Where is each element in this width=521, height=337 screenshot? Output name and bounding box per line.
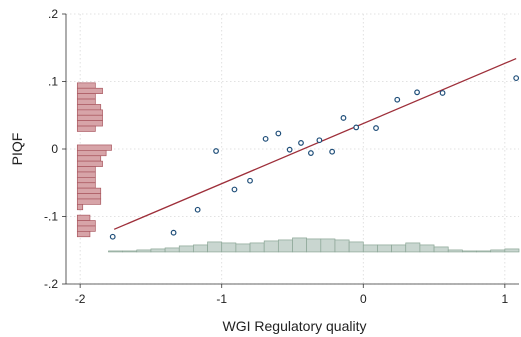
fit-line — [113, 57, 517, 230]
y-tick-label: .2 — [48, 7, 58, 21]
x-marginal-histogram — [108, 237, 520, 253]
x-histogram-bar — [292, 237, 308, 253]
scatter-point — [394, 96, 401, 103]
x-histogram-bar — [490, 249, 506, 253]
x-histogram-bar — [334, 239, 350, 253]
y-histogram-bar — [76, 150, 107, 157]
x-tick-label: -1 — [216, 292, 227, 306]
tick-labels: -.2 -.1 0 .1 .2 -2 -1 0 1 — [44, 7, 509, 306]
scatter-point — [247, 177, 253, 184]
x-histogram-bar — [362, 244, 378, 253]
x-histogram-bar — [391, 244, 407, 253]
y-marginal-histogram — [76, 82, 112, 238]
scatter-point — [275, 130, 282, 137]
y-histogram-bar — [76, 182, 96, 189]
scatter-point — [194, 206, 201, 213]
y-histogram-bar — [76, 187, 102, 194]
y-histogram-bar — [76, 220, 96, 227]
scatter-point — [109, 233, 116, 240]
y-histogram-bar — [76, 177, 96, 184]
y-tick-label: 0 — [51, 142, 58, 156]
x-histogram-bar — [122, 250, 138, 253]
y-histogram-bar — [76, 166, 96, 173]
y-tick-label: -.2 — [44, 277, 58, 291]
x-histogram-bar — [504, 248, 520, 253]
x-histogram-bar — [249, 242, 265, 253]
y-histogram-bar — [76, 160, 103, 167]
x-tick-label: 0 — [360, 292, 367, 306]
y-histogram-bar — [76, 82, 96, 89]
scatter-point — [286, 146, 293, 153]
y-histogram-bar — [76, 193, 102, 200]
y-tick-label: -.1 — [44, 210, 58, 224]
y-histogram-bar — [76, 231, 91, 238]
y-histogram-bar — [76, 120, 103, 127]
scatter-point — [213, 148, 219, 154]
y-histogram-bar — [76, 225, 96, 232]
x-histogram-bar — [476, 250, 492, 253]
scatter-point — [298, 140, 304, 146]
y-histogram-bar — [76, 125, 96, 132]
y-histogram-bar — [76, 114, 103, 122]
x-axis-title: WGI Regulatory quality — [223, 318, 367, 334]
y-histogram-bar — [76, 144, 112, 151]
x-histogram-bar — [306, 238, 322, 253]
scatter-point — [353, 124, 360, 131]
y-histogram-bar — [76, 155, 102, 162]
fit-line-group — [113, 57, 517, 230]
y-tick-label: .1 — [48, 75, 58, 89]
x-histogram-bar — [462, 250, 477, 253]
x-histogram-bar — [348, 241, 364, 253]
x-histogram-bar — [419, 244, 435, 253]
x-tick-label: 1 — [502, 292, 509, 306]
y-histogram-bar — [76, 104, 102, 111]
x-histogram-bar — [193, 244, 208, 253]
scatter-point — [231, 186, 238, 193]
y-histogram-bar — [76, 87, 103, 95]
scatter-point — [513, 75, 520, 82]
x-histogram-bar — [207, 241, 223, 253]
y-histogram-bar — [76, 98, 96, 105]
y-histogram-bar — [76, 109, 103, 116]
y-histogram-bar — [76, 214, 91, 221]
scatter-point — [373, 125, 379, 131]
y-axis-title: PIQF — [9, 133, 25, 166]
x-histogram-bar — [377, 244, 392, 253]
x-histogram-bar — [277, 239, 293, 253]
x-histogram-bar — [108, 250, 123, 253]
x-histogram-bar — [405, 242, 421, 253]
scatter-point — [329, 148, 336, 155]
x-histogram-bar — [433, 246, 449, 253]
x-histogram-bar — [221, 242, 237, 253]
x-histogram-bar — [320, 238, 336, 253]
x-histogram-bar — [178, 245, 194, 253]
x-histogram-bar — [136, 249, 152, 253]
y-histogram-bar — [76, 204, 84, 211]
y-histogram-bar — [76, 93, 96, 100]
x-histogram-bar — [150, 248, 166, 253]
y-histogram-bar — [76, 171, 96, 178]
scatter-point — [170, 229, 177, 236]
scatter-point — [340, 115, 347, 121]
x-histogram-bar — [447, 249, 463, 253]
scatter-point — [414, 89, 420, 96]
scatter-point — [316, 137, 323, 144]
x-tick-label: -2 — [75, 292, 86, 306]
x-histogram-bar — [263, 240, 279, 253]
x-histogram-bar — [164, 247, 180, 253]
scatter-point — [308, 150, 314, 156]
x-histogram-bar — [235, 243, 251, 253]
y-histogram-bar — [76, 198, 102, 205]
scatter-points — [109, 75, 520, 240]
scatter-point — [262, 135, 269, 142]
scatter-point — [439, 90, 446, 96]
